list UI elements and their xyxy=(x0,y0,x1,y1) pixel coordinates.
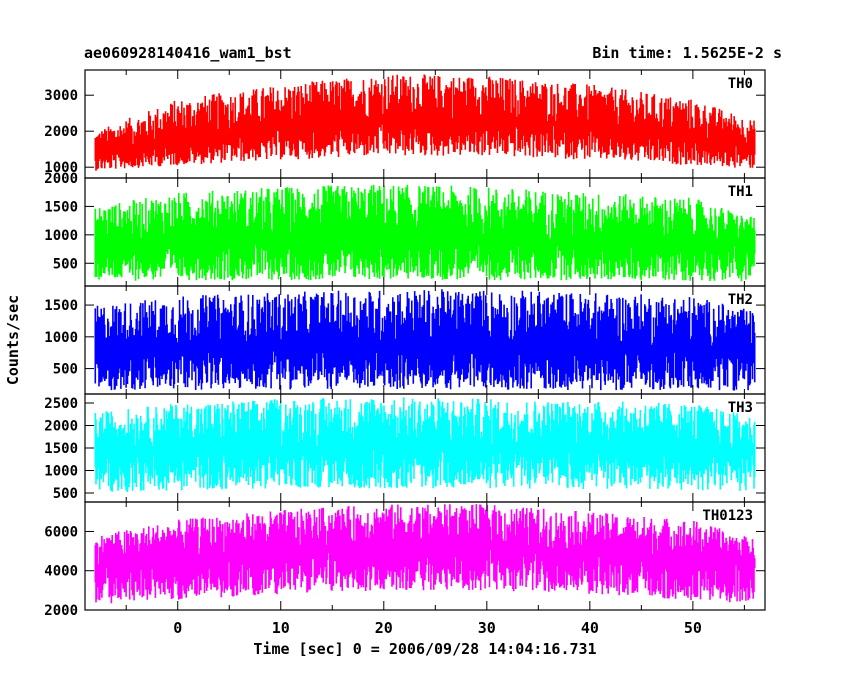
series-th2 xyxy=(94,289,756,391)
panel-label-th0123: TH0123 xyxy=(702,508,753,524)
y-tick-label-th3: 1500 xyxy=(44,441,78,457)
y-tick-label-th1: 500 xyxy=(53,256,78,272)
panel-label-th2: TH2 xyxy=(728,292,753,308)
y-tick-label-th3: 500 xyxy=(53,486,78,502)
y-tick-label-th2: 1000 xyxy=(44,330,78,346)
y-tick-label-th1: 1500 xyxy=(44,199,78,215)
panel-frame-th0123 xyxy=(84,501,766,611)
series-th0123 xyxy=(94,504,756,604)
y-tick-label-th3: 1000 xyxy=(44,464,78,480)
x-tick-label: 30 xyxy=(478,619,496,637)
y-axis-label: Counts/sec xyxy=(4,295,22,385)
series-th0 xyxy=(94,74,756,171)
bin-time-label: Bin time: 1.5625E-2 s xyxy=(592,44,782,62)
y-tick-label-th1: 1000 xyxy=(44,228,78,244)
x-tick-label: 20 xyxy=(375,619,393,637)
y-tick-label-th2: 500 xyxy=(53,362,78,378)
y-tick-label-th0: 1000 xyxy=(44,160,78,176)
x-tick-label: 10 xyxy=(272,619,290,637)
y-tick-label-th0123: 2000 xyxy=(44,603,78,619)
panel-label-th3: TH3 xyxy=(728,400,753,416)
series-th1 xyxy=(94,184,756,282)
chart-title: ae060928140416_wam1_bst xyxy=(84,44,292,62)
y-tick-label-th0: 2000 xyxy=(44,124,78,140)
panel-label-th0: TH0 xyxy=(728,76,753,92)
y-tick-label-th0123: 6000 xyxy=(44,524,78,540)
y-tick-label-th1: 2000 xyxy=(44,171,78,187)
x-tick-label: 40 xyxy=(581,619,599,637)
y-tick-label-th3: 2000 xyxy=(44,419,78,435)
y-tick-label-th0123: 4000 xyxy=(44,564,78,580)
x-tick-label: 50 xyxy=(684,619,702,637)
y-tick-label-th3: 2500 xyxy=(44,396,78,412)
panel-label-th1: TH1 xyxy=(728,184,753,200)
x-axis-label: Time [sec] 0 = 2006/09/28 14:04:16.731 xyxy=(253,640,596,658)
y-tick-label-th2: 1500 xyxy=(44,298,78,314)
series-th3 xyxy=(94,397,756,492)
x-tick-label: 0 xyxy=(173,619,182,637)
y-tick-label-th0: 3000 xyxy=(44,88,78,104)
